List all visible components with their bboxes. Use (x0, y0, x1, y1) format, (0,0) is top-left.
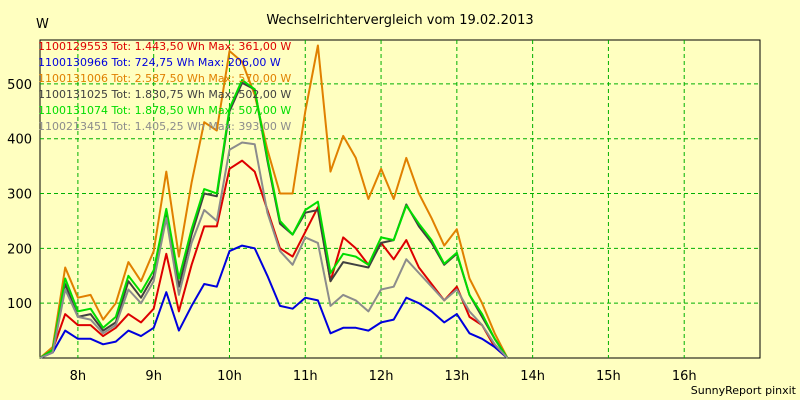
y-axis-unit: W (36, 17, 49, 32)
x-tick-label-10: 10h (217, 369, 242, 384)
x-tick-label-15: 15h (596, 369, 621, 384)
y-tick-label-200: 200 (7, 242, 32, 257)
x-tick-label-8: 8h (70, 369, 87, 384)
series-line-1100131074 (39, 79, 509, 359)
legend-entry-1100129553: 1100129553 Tot: 1.443,50 Wh Max: 361,00 … (38, 40, 291, 53)
credit-text: SunnyReport pinxit (691, 384, 797, 397)
x-tick-label-11: 11h (293, 369, 318, 384)
series-line-1100130966 (39, 244, 509, 359)
legend-entry-1100213451: 1100213451 Tot: 1.405,25 Wh Max: 393,00 … (38, 120, 291, 133)
plot-area (39, 39, 761, 359)
y-tick-label-500: 500 (7, 78, 32, 93)
series-line-1100131006 (39, 44, 509, 359)
tick-labels: 100 200 300 400 500 8h 9h 10h 11h 12h 13h 14h 15h 16h (7, 78, 696, 384)
x-tick-label-9: 9h (145, 369, 162, 384)
chart-title: Wechselrichtervergleich vom 19.02.2013 (266, 13, 533, 28)
legend-entry-1100131025: 1100131025 Tot: 1.830,75 Wh Max: 502,00 … (38, 88, 291, 101)
x-tick-label-16: 16h (672, 369, 697, 384)
x-tick-label-12: 12h (369, 369, 394, 384)
legend-entry-1100131006: 1100131006 Tot: 2.587,50 Wh Max: 570,00 … (38, 72, 291, 85)
y-tick-label-400: 400 (7, 133, 32, 148)
series-lines (39, 44, 509, 359)
x-tick-label-13: 13h (444, 369, 469, 384)
series-line-1100213451 (39, 141, 509, 359)
legend: 1100129553 Tot: 1.443,50 Wh Max: 361,00 … (38, 40, 291, 133)
legend-entry-1100131074: 1100131074 Tot: 1.878,50 Wh Max: 507,00 … (38, 104, 291, 117)
y-tick-label-300: 300 (7, 188, 32, 203)
y-tick-label-100: 100 (7, 297, 32, 312)
legend-entry-1100130966: 1100130966 Tot: 724,75 Wh Max: 206,00 W (38, 56, 281, 69)
x-tick-label-14: 14h (520, 369, 545, 384)
